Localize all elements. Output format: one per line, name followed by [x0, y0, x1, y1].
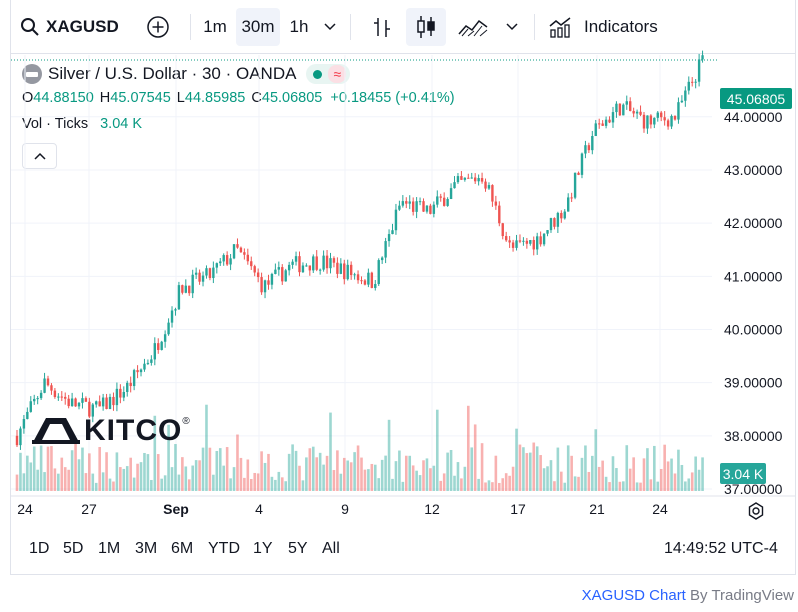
open-label: O	[22, 90, 34, 106]
market-status-badge[interactable]: ≈	[306, 64, 351, 84]
volume-value: 3.04 K	[100, 116, 143, 132]
footer-by: By	[690, 587, 708, 604]
chevron-down-icon	[324, 23, 336, 31]
legend-title: Silver / U.S. Dollar · 30 · OANDA	[48, 64, 297, 83]
high-value: 45.07545	[110, 90, 171, 106]
bar-chart-type-button[interactable]	[365, 8, 399, 46]
symbol-chart-link[interactable]: XAGUSD Chart	[581, 587, 686, 604]
range-5d[interactable]: 5D	[63, 540, 84, 557]
delayed-data-icon: ≈	[328, 65, 347, 83]
close-label: C	[251, 90, 262, 106]
low-label: L	[176, 90, 185, 106]
volume-legend[interactable]: Vol · Ticks 3.04 K	[22, 116, 142, 132]
compare-button[interactable]	[143, 8, 173, 46]
change-value: +0.18455 (+0.41%)	[330, 90, 455, 106]
attribution-footer: XAGUSD Chart By TradingView	[582, 587, 794, 604]
interval-30m-label: 30m	[241, 17, 275, 36]
open-value: 44.88150	[33, 90, 94, 106]
kitco-bar-icon	[32, 418, 80, 444]
candles-chart-type-button[interactable]	[406, 8, 446, 46]
gear-icon	[748, 502, 764, 520]
last-price-value: 45.06805	[726, 90, 786, 107]
chevron-down-icon	[506, 23, 518, 31]
search-icon	[21, 18, 39, 36]
interval-30m[interactable]: 30m	[236, 8, 280, 46]
kitco-logo-text: KITCO	[84, 414, 183, 447]
indicators-label: Indicators	[584, 17, 658, 36]
symbol-label: XAGUSD	[46, 17, 119, 36]
symbol-search-button[interactable]: XAGUSD	[20, 8, 140, 46]
range-1m[interactable]: 1M	[98, 540, 121, 557]
area-chart-type-button[interactable]	[456, 8, 490, 46]
tradingview-link[interactable]: TradingView	[711, 587, 794, 604]
range-1y[interactable]: 1Y	[253, 540, 273, 557]
interval-1m-label: 1m	[203, 17, 227, 36]
market-open-dot-icon	[313, 69, 323, 79]
low-value: 44.85985	[184, 90, 246, 106]
interval-1m[interactable]: 1m	[198, 8, 232, 46]
toolbar-divider	[534, 14, 535, 40]
silver-symbol-icon	[22, 64, 42, 84]
range-3m[interactable]: 3M	[135, 540, 158, 557]
top-toolbar: XAGUSD 1m 30m 1h Indicators	[10, 0, 796, 54]
last-price-tag: 45.06805	[720, 88, 792, 109]
interval-dropdown[interactable]	[318, 8, 342, 46]
interval-1h[interactable]: 1h	[284, 8, 314, 46]
indicators-icon	[549, 17, 571, 38]
area-chart-icon	[458, 19, 488, 37]
plus-circle-icon	[147, 16, 169, 38]
kitco-logo: KITCO ®	[30, 414, 190, 448]
toolbar-divider	[350, 14, 351, 40]
close-value: 45.06805	[261, 90, 323, 106]
range-all[interactable]: All	[322, 540, 340, 557]
last-volume-tag: 3.04 K	[720, 463, 766, 484]
range-6m[interactable]: 6M	[171, 540, 194, 557]
indicators-button[interactable]: Indicators	[548, 8, 688, 46]
range-ytd[interactable]: YTD	[208, 540, 240, 557]
range-1d[interactable]: 1D	[29, 540, 50, 557]
chevron-up-icon	[33, 152, 46, 160]
toolbar-divider	[190, 14, 191, 40]
bars-icon	[374, 18, 390, 37]
registered-mark: ®	[182, 416, 190, 427]
range-5y[interactable]: 5Y	[288, 540, 308, 557]
clock-time[interactable]: 14:49:52 UTC-4	[664, 540, 778, 557]
last-volume-value: 3.04 K	[722, 465, 764, 482]
chart-legend-title[interactable]: Silver / U.S. Dollar · 30 · OANDA ≈	[22, 64, 351, 84]
chart-type-dropdown[interactable]	[500, 8, 524, 46]
chart-frame	[10, 0, 796, 575]
ohlc-legend: O44.88150 H45.07545 L44.85985 C45.06805 …	[22, 90, 455, 106]
bottom-toolbar: 1D 5D 1M 3M 6M YTD 1Y 5Y All 14:49:52 UT…	[10, 530, 796, 574]
high-label: H	[99, 90, 111, 106]
axis-settings-button[interactable]	[745, 500, 767, 522]
collapse-legend-button[interactable]	[22, 143, 57, 169]
volume-label: Vol · Ticks	[22, 116, 89, 132]
candles-icon	[417, 16, 435, 38]
interval-1h-label: 1h	[289, 17, 309, 36]
